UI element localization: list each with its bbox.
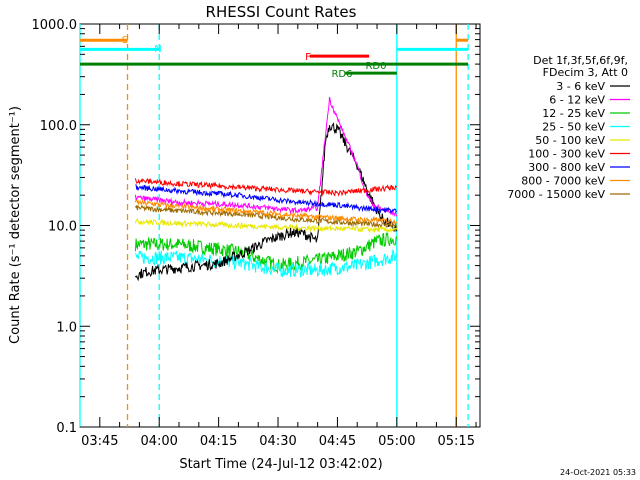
x-axis-label: Start Time (24-Jul-12 03:42:02) bbox=[179, 457, 382, 472]
flag-label-0: S bbox=[122, 35, 128, 46]
legend-label-4: 50 - 100 keV bbox=[535, 134, 605, 147]
series-line-1 bbox=[134, 96, 398, 217]
legend-label-6: 300 - 800 keV bbox=[528, 161, 605, 174]
series-line-3 bbox=[134, 248, 398, 278]
x-tick-label: 04:15 bbox=[200, 434, 237, 449]
legend-label-7: 800 - 7000 keV bbox=[521, 175, 605, 188]
plot-frame bbox=[79, 23, 481, 428]
x-tick-label: 03:45 bbox=[81, 434, 118, 449]
legend-header-1: FDecim 3, Att 0 bbox=[543, 66, 628, 79]
series-line-6 bbox=[135, 184, 398, 214]
y-tick-label: 1000.0 bbox=[32, 18, 78, 33]
chart-title: RHESSI Count Rates bbox=[206, 3, 357, 21]
x-tick-label: 04:00 bbox=[140, 434, 177, 449]
timestamp: 24-Oct-2021 05:33 bbox=[560, 468, 636, 477]
legend: Det 1f,3f,5f,6f,9f,FDecim 3, Att 03 - 6 … bbox=[507, 54, 630, 201]
x-tick-label: 05:00 bbox=[378, 434, 415, 449]
y-axis-label: Count Rate (s⁻¹ detector segment⁻¹) bbox=[8, 106, 23, 344]
x-tick-label: 05:15 bbox=[438, 434, 475, 449]
legend-label-0: 3 - 6 keV bbox=[556, 80, 605, 93]
legend-label-3: 25 - 50 keV bbox=[542, 121, 605, 134]
legend-header-0: Det 1f,3f,5f,6f,9f, bbox=[533, 54, 628, 67]
y-tick-label: 10.0 bbox=[48, 220, 77, 235]
axes: 0.1 1.0 10.0 100.0 1000.0 03:45 04:00 04:15 04:3… bbox=[32, 18, 480, 449]
y-tick-label: 0.1 bbox=[56, 421, 77, 436]
legend-label-2: 12 - 25 keV bbox=[542, 107, 605, 120]
flag-bars: S N F RD0 RD6 bbox=[80, 35, 469, 80]
plot-area bbox=[79, 24, 469, 427]
series-line-8 bbox=[134, 204, 398, 229]
legend-label-8: 7000 - 15000 keV bbox=[507, 188, 605, 201]
series-line-7 bbox=[134, 198, 398, 225]
legend-label-1: 6 - 12 keV bbox=[549, 94, 605, 107]
flag-label-3: RD0 bbox=[365, 61, 386, 72]
legend-label-5: 100 - 300 keV bbox=[528, 148, 605, 161]
x-tick-label: 04:45 bbox=[319, 434, 356, 449]
flag-label-4: RD6 bbox=[331, 69, 352, 80]
y-tick-label: 1.0 bbox=[56, 320, 77, 335]
flag-label-1: N bbox=[154, 44, 161, 55]
y-tick-label: 100.0 bbox=[40, 119, 77, 134]
series-line-4 bbox=[134, 217, 398, 234]
flag-label-2: F bbox=[305, 52, 311, 63]
series-line-0 bbox=[134, 122, 398, 282]
x-tick-label: 04:30 bbox=[259, 434, 296, 449]
series-line-5 bbox=[134, 177, 398, 197]
